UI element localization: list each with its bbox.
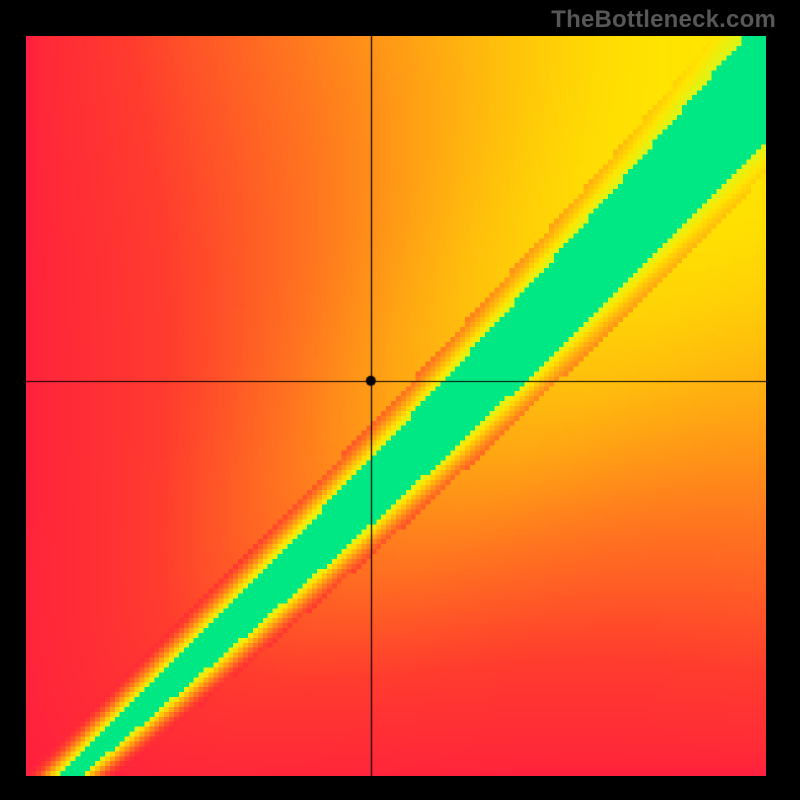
bottleneck-heatmap: [26, 36, 766, 776]
chart-stage: TheBottleneck.com: [0, 0, 800, 800]
watermark-text: TheBottleneck.com: [551, 6, 776, 34]
